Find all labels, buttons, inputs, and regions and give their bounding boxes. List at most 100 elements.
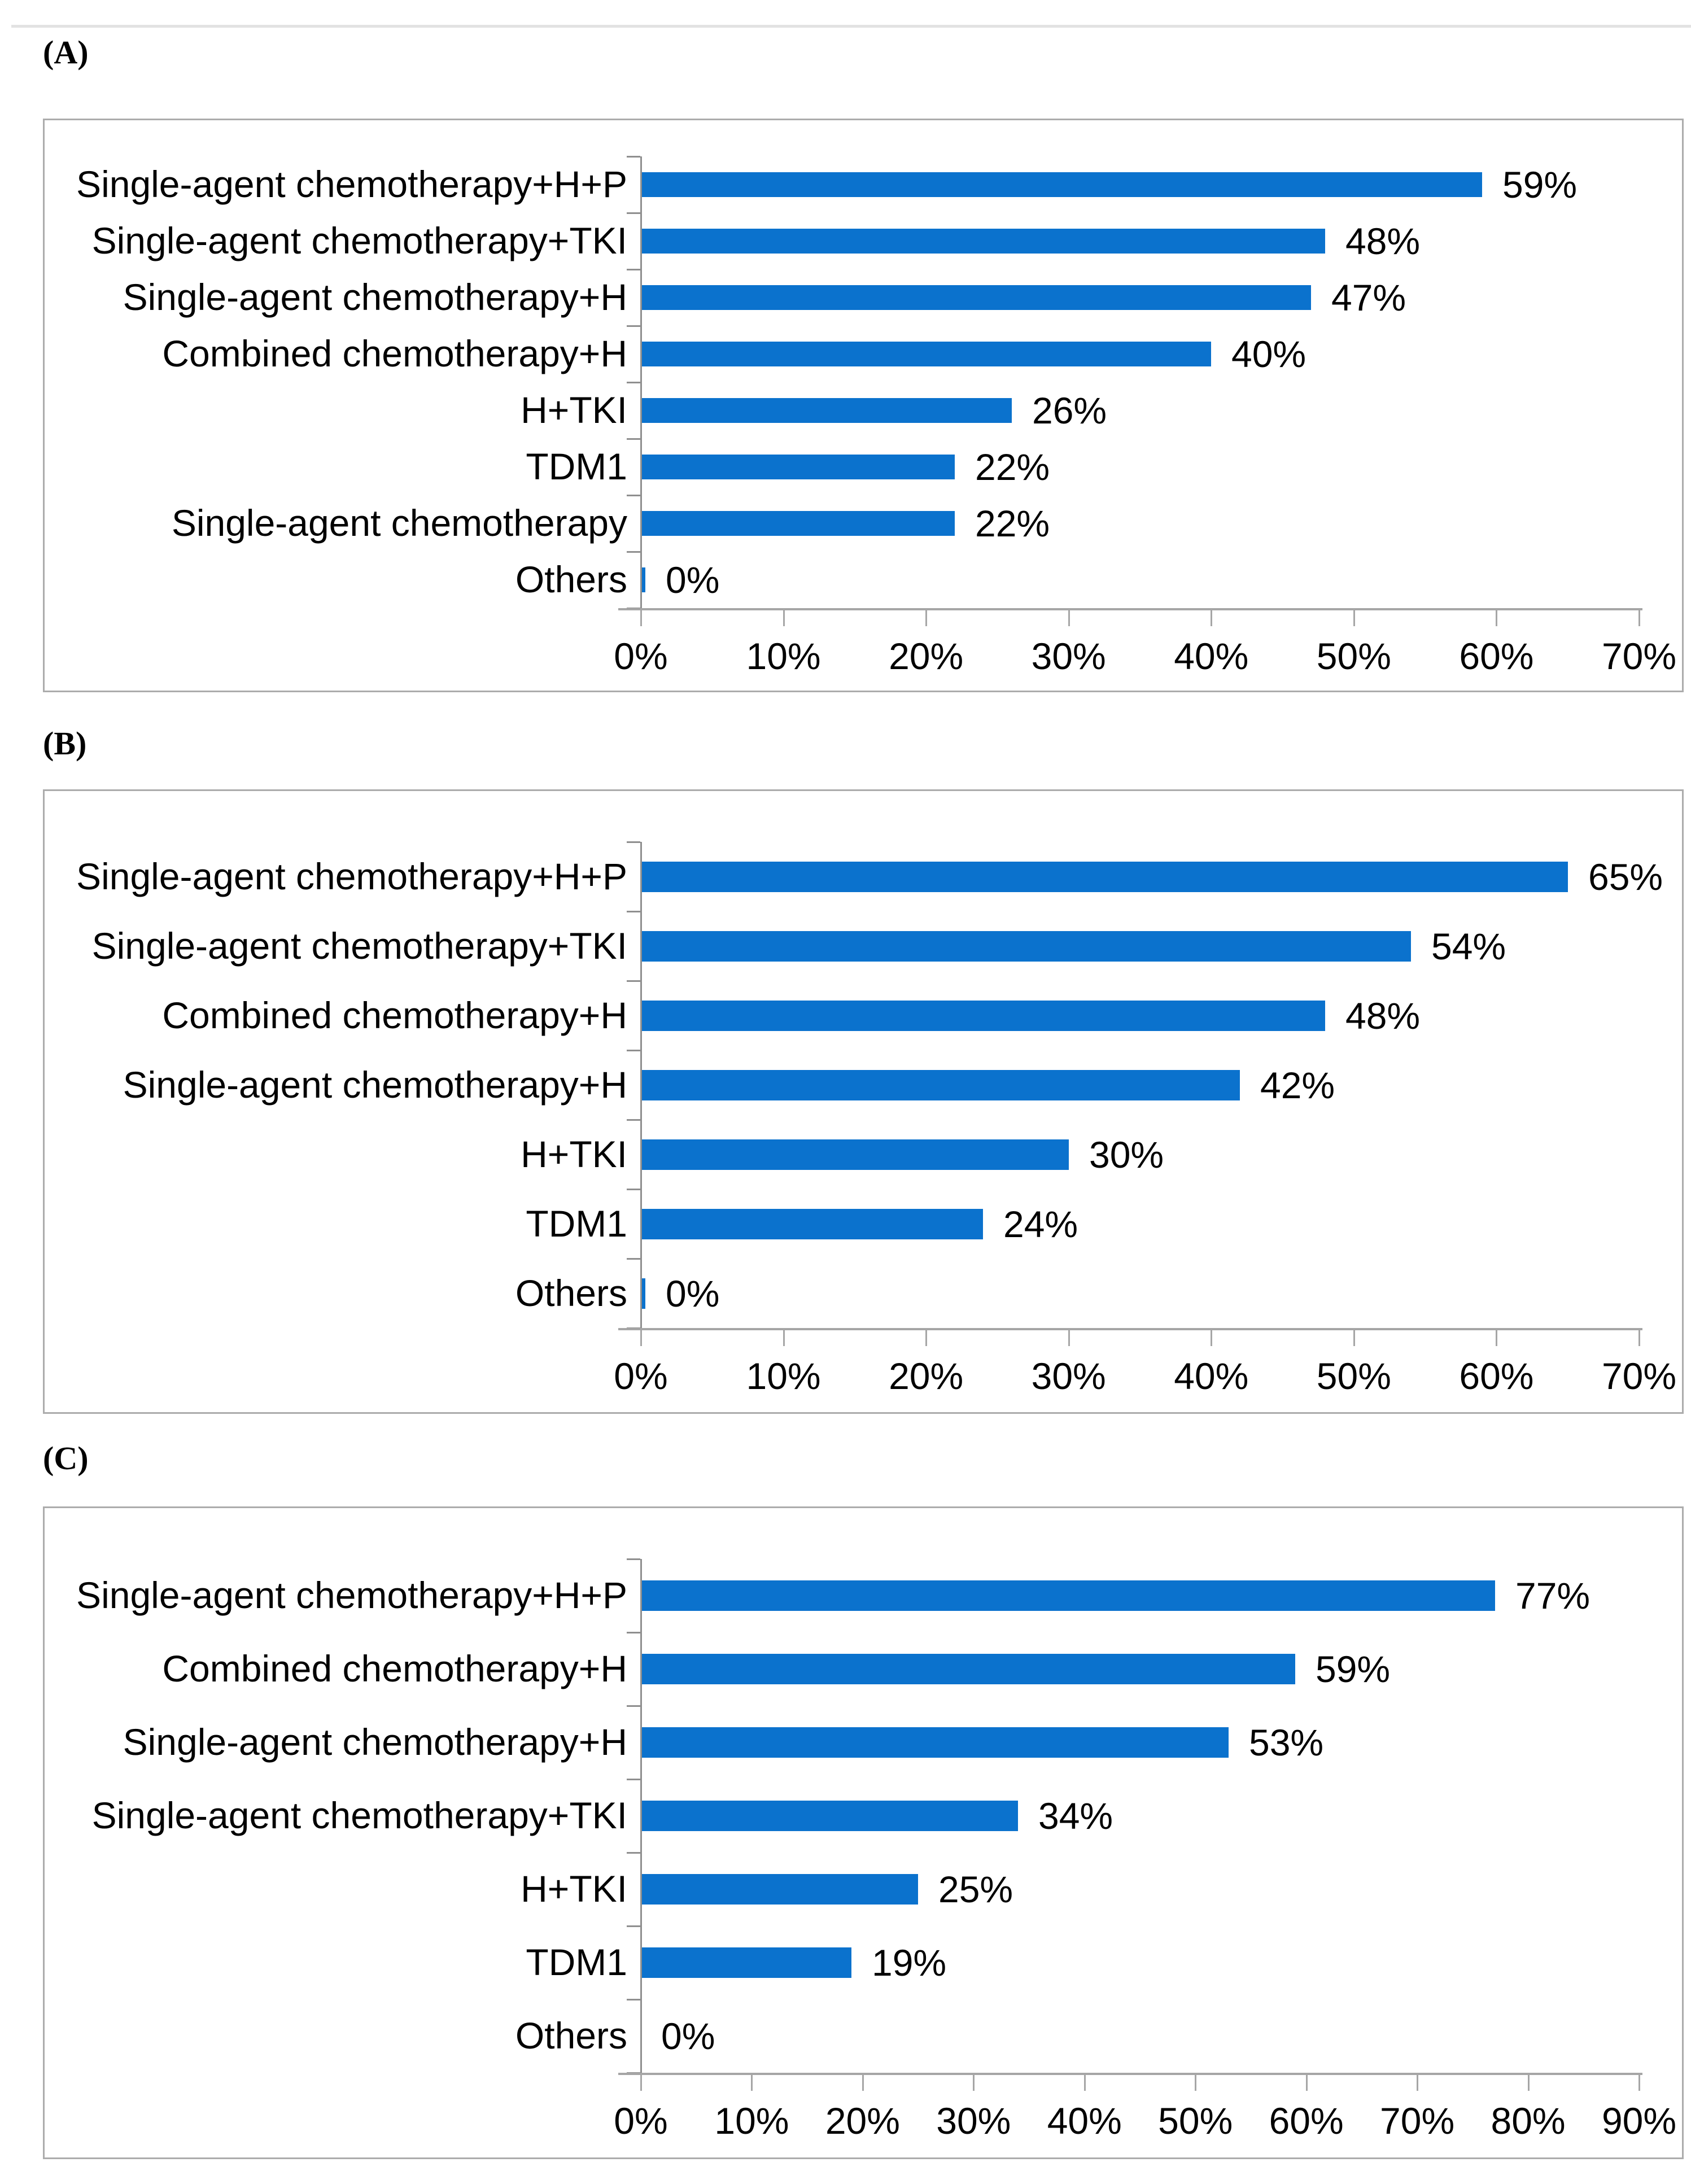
y-axis-tick bbox=[627, 1925, 640, 1927]
y-axis-line bbox=[640, 1559, 642, 2073]
x-tick-label: 10% bbox=[714, 2100, 789, 2142]
x-axis-line bbox=[618, 2073, 1642, 2075]
x-axis-tick bbox=[1638, 2075, 1640, 2091]
bar bbox=[641, 229, 1325, 254]
category-label: Combined chemotherapy+H bbox=[162, 994, 627, 1036]
x-tick-label: 70% bbox=[1601, 635, 1677, 677]
category-label: Single-agent chemotherapy+H+P bbox=[76, 1574, 627, 1617]
chart-row: H+TKI 30% bbox=[45, 1120, 1682, 1189]
chart-row: Single-agent chemotherapy+TKI 54% bbox=[45, 911, 1682, 981]
x-tick-label: 10% bbox=[746, 1355, 821, 1397]
y-axis-tick bbox=[627, 1258, 640, 1260]
bar bbox=[641, 1278, 645, 1309]
chart-row: Single-agent chemotherapy+H+P 77% bbox=[45, 1559, 1682, 1632]
value-label: 59% bbox=[1316, 1648, 1391, 1690]
chart-row: TDM1 24% bbox=[45, 1189, 1682, 1259]
x-axis-tick bbox=[1353, 610, 1355, 626]
category-label: Combined chemotherapy+H bbox=[162, 1648, 627, 1690]
category-label: TDM1 bbox=[526, 1202, 627, 1244]
chart-row: Single-agent chemotherapy+H+P 59% bbox=[45, 156, 1682, 213]
y-axis-tick bbox=[627, 841, 640, 843]
y-axis-tick bbox=[627, 1632, 640, 1633]
x-tick-label: 80% bbox=[1491, 2100, 1566, 2142]
chart-row: Single-agent chemotherapy 22% bbox=[45, 495, 1682, 552]
chart-row: Others 0% bbox=[45, 1999, 1682, 2073]
x-axis-tick bbox=[783, 1330, 785, 1346]
value-label: 24% bbox=[1003, 1203, 1078, 1245]
value-label: 0% bbox=[661, 2015, 715, 2057]
value-label: 22% bbox=[975, 503, 1050, 544]
value-label: 0% bbox=[666, 559, 720, 601]
chart-row: Single-agent chemotherapy+TKI 34% bbox=[45, 1779, 1682, 1853]
category-label: Single-agent chemotherapy+H bbox=[123, 1721, 627, 1763]
bar bbox=[641, 172, 1482, 197]
bar bbox=[641, 1947, 851, 1978]
chart-row: Combined chemotherapy+H 40% bbox=[45, 326, 1682, 382]
bar bbox=[641, 511, 955, 536]
bar bbox=[641, 285, 1311, 310]
chart-row: Single-agent chemotherapy+H 53% bbox=[45, 1706, 1682, 1779]
x-axis-tick bbox=[640, 2075, 642, 2091]
panel-b-chart: Single-agent chemotherapy+H+P 65% Single-a… bbox=[45, 791, 1682, 1412]
bar bbox=[641, 455, 955, 479]
panel-c-chart: Single-agent chemotherapy+H+P 77% Combined… bbox=[45, 1508, 1682, 2157]
y-axis-tick bbox=[627, 325, 640, 327]
y-axis-tick bbox=[627, 980, 640, 982]
x-tick-label: 60% bbox=[1269, 2100, 1344, 2142]
category-label: Combined chemotherapy+H bbox=[162, 333, 627, 375]
x-axis-tick bbox=[862, 2075, 864, 2091]
category-label: Others bbox=[515, 558, 627, 601]
y-axis-tick bbox=[627, 495, 640, 496]
x-tick-label: 30% bbox=[936, 2100, 1011, 2142]
value-label: 48% bbox=[1345, 994, 1421, 1037]
chart-row: Single-agent chemotherapy+TKI 48% bbox=[45, 213, 1682, 269]
bar bbox=[641, 398, 1012, 423]
y-axis-tick bbox=[627, 1852, 640, 1854]
category-label: Single-agent chemotherapy+H bbox=[123, 276, 627, 318]
x-tick-label: 50% bbox=[1316, 1355, 1391, 1397]
x-axis-tick bbox=[925, 1330, 928, 1346]
chart-row: Single-agent chemotherapy+H 47% bbox=[45, 269, 1682, 326]
x-tick-label: 30% bbox=[1031, 635, 1106, 677]
x-tick-label: 70% bbox=[1601, 1355, 1677, 1397]
chart-row: Single-agent chemotherapy+H+P 65% bbox=[45, 842, 1682, 911]
y-axis-tick bbox=[627, 1999, 640, 2000]
category-label: Single-agent chemotherapy+TKI bbox=[91, 924, 627, 967]
bar bbox=[641, 1000, 1325, 1031]
category-label: Single-agent chemotherapy+TKI bbox=[91, 220, 627, 262]
value-label: 48% bbox=[1345, 220, 1421, 262]
x-axis-tick bbox=[1083, 2075, 1086, 2091]
bar bbox=[641, 1874, 918, 1905]
x-axis-tick bbox=[1527, 2075, 1530, 2091]
category-label: Single-agent chemotherapy+H bbox=[123, 1063, 627, 1106]
category-label: TDM1 bbox=[526, 1941, 627, 1984]
panel-a-box: Single-agent chemotherapy+H+P 59% Single-a… bbox=[43, 119, 1684, 692]
y-axis-line bbox=[640, 842, 642, 1328]
x-axis-tick bbox=[783, 610, 785, 626]
top-hairline bbox=[11, 25, 1691, 28]
y-axis-tick bbox=[627, 212, 640, 214]
y-axis-tick bbox=[627, 551, 640, 553]
value-label: 22% bbox=[975, 446, 1050, 488]
panel-a-tag: (A) bbox=[43, 34, 89, 71]
x-tick-label: 40% bbox=[1174, 635, 1249, 677]
value-label: 30% bbox=[1089, 1133, 1164, 1176]
value-label: 19% bbox=[872, 1942, 947, 1984]
y-axis-line bbox=[640, 156, 642, 608]
x-tick-label: 20% bbox=[889, 635, 964, 677]
value-label: 42% bbox=[1260, 1064, 1335, 1106]
x-tick-label: 50% bbox=[1158, 2100, 1233, 2142]
y-axis-tick bbox=[627, 156, 640, 158]
bar bbox=[641, 1727, 1229, 1758]
chart-row: Combined chemotherapy+H 59% bbox=[45, 1632, 1682, 1706]
bar bbox=[641, 861, 1568, 892]
x-axis-tick bbox=[751, 2075, 753, 2091]
category-label: Single-agent chemotherapy+H+P bbox=[76, 855, 627, 897]
x-axis-tick bbox=[1638, 610, 1640, 626]
x-axis-tick bbox=[1496, 1330, 1498, 1346]
category-label: Single-agent chemotherapy bbox=[171, 502, 627, 544]
chart-row: Others 0% bbox=[45, 1259, 1682, 1328]
bar bbox=[641, 567, 645, 592]
x-tick-label: 20% bbox=[825, 2100, 900, 2142]
